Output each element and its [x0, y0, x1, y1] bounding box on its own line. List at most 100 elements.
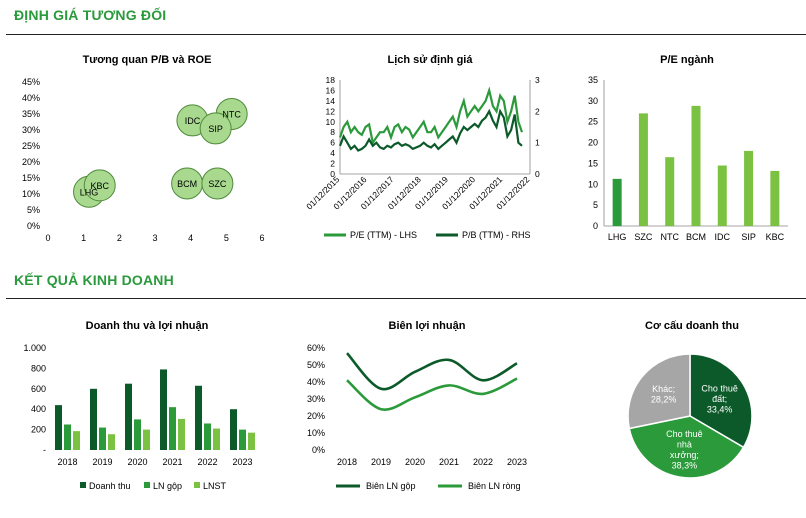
- y-tick-label: 0%: [312, 445, 325, 455]
- legend-swatch: [144, 482, 150, 488]
- x-tick-label: NTC: [660, 232, 679, 242]
- x-tick-label: 2019: [371, 457, 391, 467]
- pie-slice: [628, 415, 745, 479]
- section-divider: [6, 298, 806, 299]
- x-tick-label: 2022: [473, 457, 493, 467]
- series-line: [346, 352, 518, 391]
- chart-title: Doanh thu và lợi nhuận: [86, 320, 209, 332]
- bar: [248, 432, 255, 450]
- y-tick-label: 5%: [27, 205, 40, 215]
- x-tick-label: 6: [259, 233, 264, 243]
- y-tick-label: 15%: [22, 173, 40, 183]
- bubble-label: LHG: [80, 187, 99, 197]
- pie-label: Khác; 28,2%: [651, 384, 677, 405]
- x-tick-label: 2019: [92, 457, 112, 467]
- x-tick-label: IDC: [715, 232, 731, 242]
- x-tick-label: 2023: [232, 457, 252, 467]
- pie-label: Cho thuê đất; 33,4%: [701, 384, 738, 415]
- bubble-label: BCM: [177, 179, 197, 189]
- section-title-business: KẾT QUẢ KINH DOANH: [14, 272, 174, 288]
- chart-title: Lịch sử định giá: [388, 54, 474, 66]
- bubble-label: SZC: [208, 179, 227, 189]
- bar: [744, 150, 754, 226]
- y-tick-label: 8: [330, 127, 335, 137]
- y-tick-label: 400: [31, 404, 46, 414]
- bar: [90, 388, 97, 450]
- bubble-label: NTC: [222, 110, 241, 120]
- y-tick-label: 40%: [22, 93, 40, 103]
- legend-swatch: [194, 482, 200, 488]
- y2-tick-label: 1: [535, 138, 540, 148]
- y-tick-label: 20: [588, 138, 598, 148]
- bar: [169, 407, 176, 450]
- bar: [691, 105, 701, 226]
- x-tick-label: SIP: [741, 232, 756, 242]
- legend-swatch: [80, 482, 86, 488]
- bar: [230, 409, 237, 450]
- y-tick-label: 40%: [307, 377, 325, 387]
- legend-label: Biên LN gộp: [366, 481, 416, 491]
- y-tick-label: 50%: [307, 360, 325, 370]
- x-tick-label: BCM: [686, 232, 706, 242]
- y-tick-label: 60%: [307, 343, 325, 353]
- y-tick-label: 20%: [307, 411, 325, 421]
- y-tick-label: 5: [593, 200, 598, 210]
- legend-label: Doanh thu: [89, 481, 131, 491]
- legend-label: P/E (TTM) - LHS: [350, 230, 417, 240]
- y-tick-label: 15: [588, 158, 598, 168]
- y-tick-label: 10: [588, 179, 598, 189]
- y-tick-label: 14: [326, 96, 336, 106]
- y-tick-label: 0%: [27, 221, 40, 231]
- y-tick-label: 2: [330, 159, 335, 169]
- x-tick-label: 2018: [57, 457, 77, 467]
- chart-pe-sector: P/E ngành 0 5 10 15 20 25 30 35 LHG SZC NTC BCM IDC SI…: [588, 54, 788, 242]
- y-tick-label: 45%: [22, 77, 40, 87]
- chart-profit-margin: Biên lợi nhuận 0% 10% 20% 30% 40% 50% 60% 2018 20…: [307, 320, 527, 491]
- y-tick-label: 16: [326, 85, 336, 95]
- y-tick-label: -: [43, 445, 46, 455]
- chart-title: Cơ cấu doanh thu: [645, 320, 739, 332]
- legend-label: LNST: [203, 481, 227, 491]
- legend-label: LN gộp: [153, 481, 182, 491]
- y2-tick-label: 3: [535, 75, 540, 85]
- bubble-label: IDC: [185, 116, 201, 126]
- y-tick-label: 35: [588, 75, 598, 85]
- legend-label: P/B (TTM) - RHS: [462, 230, 531, 240]
- series-line: [338, 108, 523, 152]
- bar: [73, 431, 80, 450]
- y-tick-label: 10: [326, 117, 336, 127]
- y-tick-label: 4: [330, 148, 335, 158]
- y-tick-label: 1.000: [23, 343, 46, 353]
- y-tick-label: 12: [326, 106, 336, 116]
- chart-title: Biên lợi nhuận: [389, 320, 466, 332]
- y-tick-label: 0: [593, 221, 598, 231]
- chart-title: Tương quan P/B và ROE: [83, 54, 212, 66]
- y-tick-label: 10%: [307, 428, 325, 438]
- y-tick-label: 25%: [22, 141, 40, 151]
- y2-tick-label: 0: [535, 169, 540, 179]
- y-tick-label: 6: [330, 138, 335, 148]
- bubble-label: KBC: [90, 181, 109, 191]
- y-tick-label: 25: [588, 117, 598, 127]
- x-tick-label: 2020: [127, 457, 147, 467]
- bar: [108, 434, 115, 450]
- series-line: [346, 377, 518, 411]
- pie-slice: [627, 353, 691, 430]
- y-tick-label: 35%: [22, 109, 40, 119]
- bar: [665, 157, 675, 226]
- bar: [99, 427, 106, 450]
- x-tick-label: 1: [81, 233, 86, 243]
- section-divider: [6, 34, 806, 35]
- bar: [239, 429, 246, 450]
- x-tick-label: SZC: [634, 232, 653, 242]
- bar: [160, 369, 167, 450]
- x-tick-label: 2021: [162, 457, 182, 467]
- x-tick-label: 4: [188, 233, 193, 243]
- bubble-point: [199, 112, 232, 145]
- bubble-label: SIP: [208, 124, 223, 134]
- legend-label: Biên LN ròng: [468, 481, 521, 491]
- chart-revenue-profit: Doanh thu và lợi nhuận - 200 400 600 800 1.000…: [23, 320, 255, 491]
- bar: [638, 113, 648, 226]
- pie-label: Cho thuê nhà xưởng; 38,3%: [666, 429, 703, 471]
- bubble-point: [201, 167, 234, 200]
